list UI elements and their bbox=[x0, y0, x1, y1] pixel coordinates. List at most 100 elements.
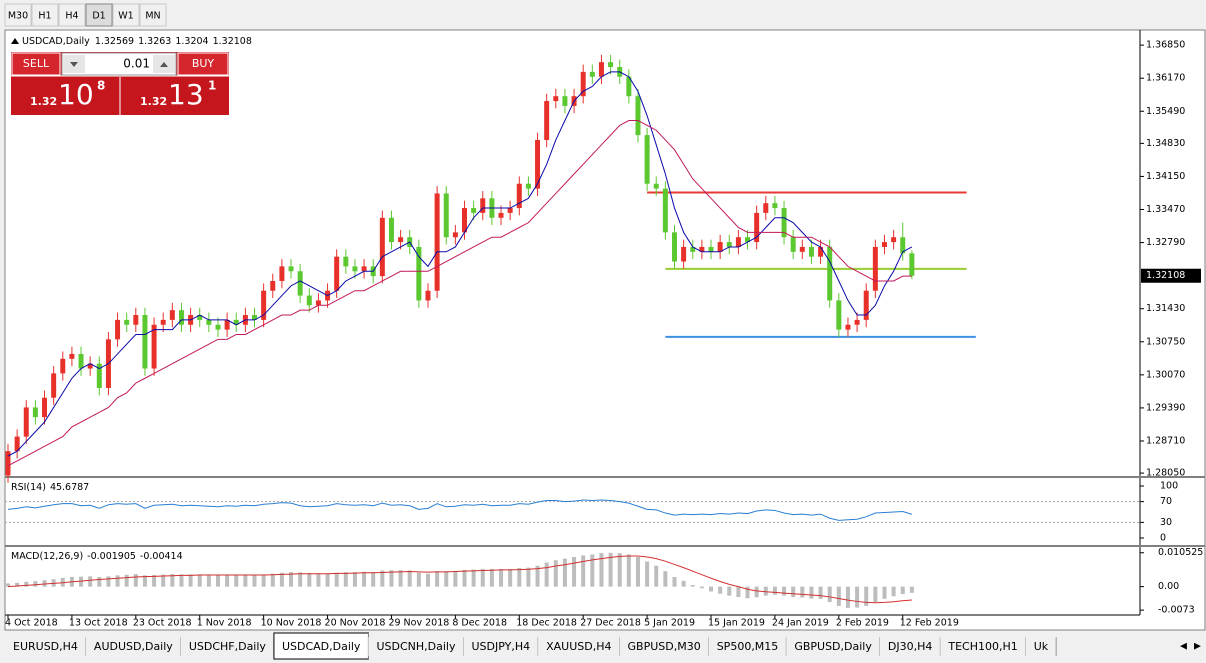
candle-body bbox=[525, 183, 531, 189]
macd-bar bbox=[389, 570, 394, 587]
trade-panel[interactable]: SELL 0.01 BUY 1.32 10 8 1.32 13 1 bbox=[11, 52, 229, 115]
timeframe-button[interactable] bbox=[4, 3, 32, 27]
candle-body bbox=[635, 96, 641, 136]
timeframe-button[interactable] bbox=[85, 3, 113, 27]
tab-label[interactable]: XAUUSD,H4 bbox=[546, 640, 611, 653]
tab-label[interactable]: SP500,M15 bbox=[717, 640, 779, 653]
macd-bar bbox=[243, 575, 248, 587]
candle-body bbox=[270, 280, 276, 291]
candle-body bbox=[178, 310, 184, 325]
candle-body bbox=[598, 62, 604, 77]
macd-bar bbox=[718, 586, 723, 594]
candle-body bbox=[535, 139, 541, 189]
x-tick-label: 24 Jan 2019 bbox=[772, 618, 829, 629]
macd-bar bbox=[343, 572, 348, 587]
macd-bar bbox=[215, 575, 220, 587]
macd-bar bbox=[362, 571, 367, 587]
tab[interactable] bbox=[708, 633, 787, 659]
tab[interactable] bbox=[940, 633, 1026, 659]
tab[interactable] bbox=[786, 633, 880, 659]
tab-label[interactable]: TECH100,H1 bbox=[947, 640, 1017, 653]
tab-label[interactable]: GBPUSD,M30 bbox=[628, 640, 701, 653]
timeframe-label[interactable]: D1 bbox=[92, 11, 105, 22]
tab-label[interactable]: Uk bbox=[1034, 640, 1049, 653]
macd-bar bbox=[152, 575, 157, 587]
candle-body bbox=[5, 451, 11, 476]
candle-body bbox=[708, 246, 714, 252]
candle-body bbox=[462, 208, 467, 233]
collapse-icon[interactable] bbox=[11, 38, 19, 44]
tab[interactable] bbox=[5, 633, 86, 659]
candle-body bbox=[297, 271, 303, 296]
macd-bar bbox=[873, 586, 878, 603]
tab-label[interactable]: GBPUSD,Daily bbox=[794, 640, 872, 653]
tab-label[interactable]: USDCAD,Daily bbox=[282, 640, 361, 653]
tab[interactable] bbox=[619, 633, 709, 659]
x-tick-label: 27 Dec 2018 bbox=[580, 618, 641, 629]
macd-bar bbox=[197, 574, 202, 587]
candle-body bbox=[589, 71, 595, 77]
tab[interactable] bbox=[180, 633, 274, 659]
y-tick-label: 0.010525 bbox=[1158, 547, 1203, 558]
tab[interactable] bbox=[1025, 633, 1057, 659]
candle-body bbox=[425, 290, 431, 301]
ohlc-close: 1.32108 bbox=[213, 36, 252, 47]
tab-label[interactable]: EURUSD,H4 bbox=[13, 640, 78, 653]
x-tick-label: 8 Dec 2018 bbox=[452, 618, 507, 629]
candle-body bbox=[443, 193, 449, 238]
macd-bar bbox=[480, 568, 485, 587]
macd-bar bbox=[645, 561, 650, 587]
tab[interactable] bbox=[85, 633, 181, 659]
macd-bar bbox=[809, 586, 814, 599]
timeframe-button[interactable] bbox=[31, 3, 59, 27]
tab-scroll-left[interactable]: ◀ bbox=[1180, 642, 1187, 652]
main-panel: 1.28050 1.28710 1.29390 1.30070 1.30750 1.314… bbox=[5, 40, 1203, 629]
timeframe-label[interactable]: H4 bbox=[65, 11, 78, 22]
x-tick-label: 20 Nov 2018 bbox=[325, 618, 386, 629]
tab[interactable] bbox=[879, 633, 941, 659]
macd-bar bbox=[800, 586, 805, 598]
tab-label[interactable]: AUDUSD,Daily bbox=[94, 640, 173, 653]
tab-scroll-right[interactable]: ▶ bbox=[1194, 642, 1201, 652]
y-tick-label: 1.30750 bbox=[1146, 336, 1185, 347]
sell-label[interactable]: SELL bbox=[23, 57, 50, 70]
candle-body bbox=[206, 319, 212, 325]
buy-button[interactable] bbox=[177, 52, 229, 76]
tab-label[interactable]: USDCNH,Daily bbox=[376, 640, 456, 653]
macd-bar bbox=[380, 570, 385, 587]
candle-body bbox=[224, 319, 230, 330]
tab-label[interactable]: USDCHF,Daily bbox=[189, 640, 267, 653]
timeframe-label[interactable]: M30 bbox=[8, 11, 28, 22]
macd-bar bbox=[371, 572, 376, 587]
tab[interactable] bbox=[368, 633, 464, 659]
tab[interactable] bbox=[538, 633, 620, 659]
tab[interactable] bbox=[463, 633, 539, 659]
timeframe-button[interactable] bbox=[112, 3, 140, 27]
timeframe-button[interactable] bbox=[139, 3, 167, 27]
macd-bar bbox=[42, 580, 47, 587]
candle-body bbox=[388, 217, 394, 243]
chart-header: USDCAD,Daily 1.32569 1.3263 1.3204 1.32108 bbox=[22, 36, 252, 47]
macd-bar bbox=[754, 586, 759, 598]
candle-body bbox=[14, 436, 20, 452]
macd-bar bbox=[471, 569, 476, 587]
candle-body bbox=[507, 208, 513, 213]
timeframe-button[interactable] bbox=[58, 3, 86, 27]
candle-body bbox=[398, 237, 404, 243]
macd-bar bbox=[206, 574, 211, 587]
timeframe-label[interactable]: H1 bbox=[38, 11, 51, 22]
candle-body bbox=[23, 407, 29, 437]
macd-title: MACD(12,26,9) bbox=[11, 551, 83, 562]
lot-value[interactable]: 0.01 bbox=[123, 57, 150, 71]
macd-bar bbox=[590, 554, 595, 587]
sell-button[interactable] bbox=[11, 52, 61, 76]
timeframe-label[interactable]: W1 bbox=[118, 11, 133, 22]
tab[interactable] bbox=[273, 632, 369, 660]
buy-label[interactable]: BUY bbox=[192, 57, 215, 70]
candle-body bbox=[544, 101, 550, 140]
lot-input[interactable] bbox=[61, 52, 177, 76]
candle-body bbox=[32, 407, 38, 418]
tab-label[interactable]: USDJPY,H4 bbox=[471, 640, 530, 653]
tab-label[interactable]: DJ30,H4 bbox=[888, 640, 932, 653]
timeframe-label[interactable]: MN bbox=[145, 11, 160, 22]
